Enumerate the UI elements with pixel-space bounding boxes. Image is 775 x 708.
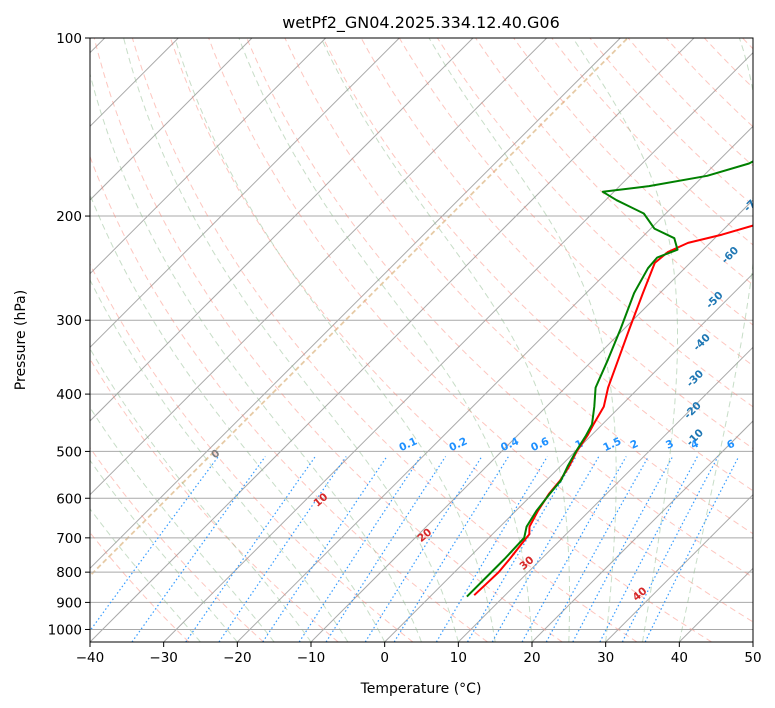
isotherm-line [310, 199, 753, 642]
y-tick-label: 700 [56, 531, 82, 547]
mixing-ratio-label: 6 [725, 438, 737, 452]
moist-adiabat [238, 38, 533, 642]
mixing-ratio-label: 3 [664, 438, 676, 452]
plot-frame [89, 37, 754, 643]
mixing-ratio-line [599, 456, 698, 642]
x-tick-label: 30 [597, 650, 614, 666]
mixing-ratio-line [364, 456, 483, 642]
mixing-ratio-line [185, 456, 316, 642]
moist-adiabat [90, 278, 349, 642]
moist-adiabat-label: -70 [742, 192, 764, 214]
y-tick-label: 600 [56, 491, 82, 507]
x-axis-label: Temperature (°C) [360, 681, 482, 697]
moist-adiabat [428, 38, 617, 642]
isotherm-line [90, 38, 253, 201]
isotherm-line [163, 51, 753, 642]
dry-adiabat [627, 38, 753, 167]
saturation-curve [90, 38, 629, 577]
x-axis: −40 −30 −20 −10 0 10 20 30 40 50 [76, 642, 762, 666]
y-tick-label: 500 [56, 444, 82, 460]
isotherm-line [531, 420, 753, 642]
y-tick-label: 200 [56, 209, 82, 225]
profile-series [466, 160, 753, 598]
x-tick-label: −30 [149, 650, 178, 666]
moist-adiabat [90, 193, 386, 642]
y-tick-label: 900 [56, 595, 82, 611]
mixing-ratio-line [218, 456, 347, 642]
moist-adiabat [123, 38, 459, 642]
isotherm-line [236, 125, 753, 642]
dry-adiabat [398, 38, 753, 408]
dry-adiabat [322, 38, 753, 492]
mixing-ratio-line [545, 456, 649, 642]
mixing-ratio-line [298, 456, 422, 642]
dry-adiabat [208, 38, 753, 623]
moist-adiabat [90, 406, 275, 642]
moist-adiabat [320, 38, 570, 642]
mixing-ratio-line [572, 456, 674, 642]
dry-adiabat [360, 38, 753, 450]
y-axis-label: Pressure (hPa) [13, 290, 29, 390]
moist-adiabat [90, 347, 312, 642]
y-tick-label: 100 [56, 31, 82, 47]
y-tick-label: 1000 [48, 622, 82, 638]
moist-adiabat [174, 38, 496, 642]
x-tick-label: 20 [523, 650, 540, 666]
x-tick-label: 10 [450, 650, 467, 666]
dry-adiabat [513, 38, 753, 286]
x-tick-label: −20 [223, 650, 252, 666]
mixing-ratio-label: 4 [689, 438, 701, 452]
mixing-ratio-line [262, 456, 388, 642]
dry-adiabat [93, 38, 563, 642]
x-tick-label: 0 [380, 650, 389, 666]
y-tick-label: 400 [56, 387, 82, 403]
series-temperature [473, 224, 753, 596]
background-lines [90, 38, 753, 642]
dry-adiabat [90, 262, 414, 642]
y-tick-label: 300 [56, 313, 82, 329]
dry-adiabat [90, 446, 264, 642]
mixing-ratio-line [521, 456, 627, 642]
isotherm-line [90, 38, 548, 496]
series-dewpoint [466, 160, 753, 598]
y-tick-label: 800 [56, 565, 82, 581]
moist-adiabat [572, 38, 678, 642]
moist-adiabat [90, 72, 422, 642]
mixing-ratio-line [325, 456, 447, 642]
isotherm-line [605, 493, 753, 642]
mixing-ratio-label: 2 [629, 438, 641, 452]
isotherm-line [90, 38, 400, 349]
isotherm-line [90, 38, 327, 275]
isotherm-line [457, 346, 753, 642]
dry-adiabat [475, 38, 753, 326]
dry-adiabat [246, 38, 753, 578]
moist-adiabat [678, 38, 753, 642]
isotherm-line [384, 272, 753, 642]
moist-adiabat [90, 507, 201, 642]
moist-adiabat [90, 459, 238, 642]
x-tick-label: −10 [297, 650, 326, 666]
y-axis: 100 200 300 400 500 600 700 800 900 1000 [48, 31, 90, 638]
dry-adiabat [131, 38, 638, 642]
chart-title: wetPf2_GN04.2025.334.12.40.G06 [282, 13, 560, 33]
x-tick-label: 40 [671, 650, 688, 666]
x-tick-label: −40 [76, 650, 105, 666]
mixing-ratio-line [644, 456, 740, 642]
mixing-ratio-line [393, 456, 510, 642]
isotherm-line [90, 38, 621, 570]
isotherm-line [90, 38, 474, 422]
x-tick-label: 50 [744, 650, 761, 666]
